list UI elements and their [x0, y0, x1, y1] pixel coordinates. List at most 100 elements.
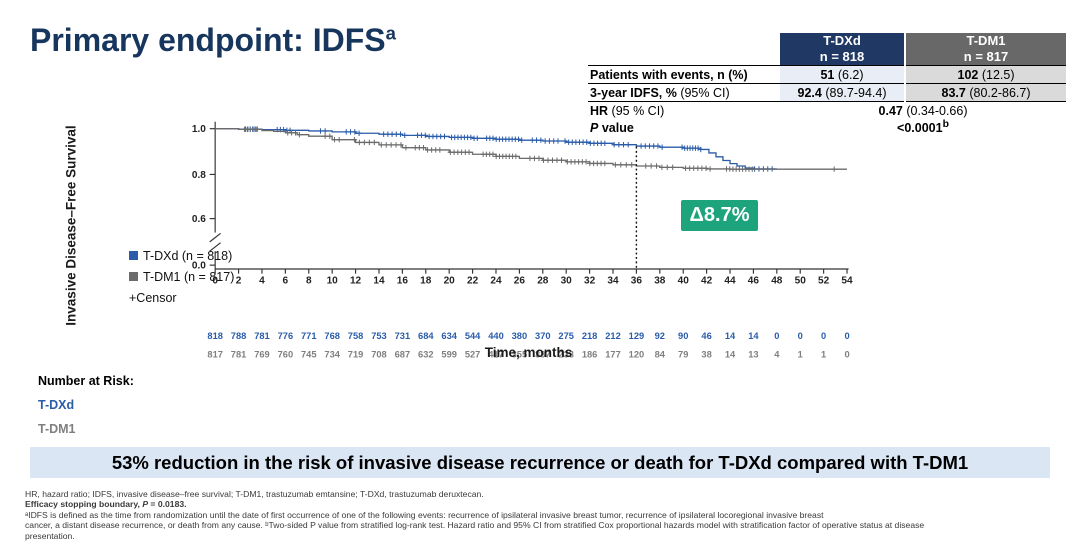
idfs-tdm1-ci: (80.2-86.7): [965, 85, 1031, 100]
risk-count: 186: [582, 349, 598, 359]
risk-count: 14: [725, 349, 736, 359]
x-tick-label: 40: [678, 276, 690, 287]
tdm1-name: T-DM1: [966, 33, 1006, 48]
idfs-row-label: 3-year IDFS, % (95% CI): [588, 83, 780, 102]
risk-count: 0: [844, 331, 849, 341]
risk-count: 38: [701, 349, 711, 359]
pvalue-label-rest: value: [598, 120, 634, 135]
x-tick-label: 36: [631, 276, 643, 287]
tdxd-column-header: T-DXd n = 818: [780, 33, 905, 66]
x-tick-label: 28: [537, 276, 549, 287]
footnote-stopping-boundary: Efficacy stopping boundary, P = 0.0183.: [25, 499, 1070, 509]
tdm1-column-header: T-DM1 n = 817: [904, 33, 1066, 66]
risk-count: 355: [512, 349, 528, 359]
risk-count: 79: [678, 349, 688, 359]
risk-count: 84: [655, 349, 666, 359]
idfs-tdm1-value: 83.7 (80.2-86.7): [904, 83, 1066, 102]
footnote-statistics: cancer, a distant disease recurrence, or…: [25, 520, 925, 531]
tdm1-legend-swatch: [129, 272, 138, 281]
legend-item-censor: +Censor: [129, 287, 234, 308]
risk-count: 719: [348, 349, 364, 359]
x-tick-label: 38: [654, 276, 666, 287]
hr-value-bold: 0.47: [878, 103, 903, 118]
legend-item-tdxd: T-DXd (n = 818): [129, 245, 234, 266]
events-tdm1-value: 102 (12.5): [904, 65, 1066, 84]
risk-count: 527: [465, 349, 481, 359]
events-tdxd-n: 51: [820, 67, 835, 82]
page-title-text: Primary endpoint: IDFS: [30, 22, 386, 58]
page-title: Primary endpoint: IDFSa: [30, 22, 396, 59]
x-tick-label: 30: [561, 276, 573, 287]
x-tick-label: 4: [259, 276, 265, 287]
risk-count: 599: [441, 349, 457, 359]
footnote2-p: P: [142, 499, 149, 510]
y-tick-label: 1.0: [192, 124, 206, 135]
risk-count: 337: [535, 349, 551, 359]
risk-count: 233: [558, 349, 574, 359]
table-row-hr: HR (95 % CI) 0.47 (0.34-0.66): [588, 102, 1066, 120]
pvalue-label-p: P: [590, 120, 599, 135]
footnote2-post: = 0.0183.: [148, 499, 187, 510]
delta-annotation: Δ8.7%: [681, 200, 758, 231]
x-tick-label: 22: [467, 276, 479, 287]
tdxd-n: n = 818: [819, 49, 865, 64]
risk-count: 92: [655, 331, 665, 341]
risk-count: 0: [821, 331, 826, 341]
axis-break-slash: [209, 242, 221, 252]
risk-count: 380: [512, 331, 528, 341]
events-tdxd-value: 51 (6.2): [780, 65, 905, 84]
x-axis-label: Time, months: [484, 345, 573, 360]
y-axis-label: Invasive Disease–Free Survival: [63, 125, 79, 326]
risk-count: 212: [605, 331, 621, 341]
events-label-bold: Patients with events, n (%): [590, 67, 748, 82]
x-tick-label: 54: [841, 276, 853, 287]
footnote-abbreviations: HR, hazard ratio; IDFS, invasive disease…: [25, 489, 484, 499]
x-tick-label: 18: [420, 276, 432, 287]
risk-count: 120: [629, 349, 645, 359]
x-tick-label: 12: [350, 276, 362, 287]
axis-break-slash: [209, 232, 221, 243]
conclusion-text: 53% reduction in the risk of invasive di…: [111, 451, 969, 473]
risk-count: 769: [254, 349, 270, 359]
number-at-risk-heading: Number at Risk:: [38, 374, 134, 388]
hr-row-label: HR (95 % CI): [588, 102, 780, 120]
events-tdm1-n: 102: [957, 67, 979, 82]
idfs-label-rest: (95% CI): [676, 85, 730, 100]
axes: 1.00.80.60.00 2 4 6 8 10 12 14 16 18 20 22 24 26 28 30 3…: [192, 121, 853, 287]
risk-count: 46: [701, 331, 711, 341]
risk-count: 760: [278, 349, 294, 359]
risk-count: 731: [395, 331, 411, 341]
x-tick-label: 32: [584, 276, 596, 287]
risk-count: 687: [395, 349, 411, 359]
idfs-tdm1-pct: 83.7: [941, 85, 966, 100]
risk-count: 544: [465, 331, 481, 341]
idfs-tdxd-value: 92.4 (89.7-94.4): [780, 83, 905, 102]
x-tick-label: 14: [373, 276, 385, 287]
risk-count: 781: [231, 349, 247, 359]
table-row-events: Patients with events, n (%) 51 (6.2) 102…: [588, 65, 1066, 84]
table-row-3yr-idfs: 3-year IDFS, % (95% CI) 92.4 (89.7-94.4)…: [588, 83, 1066, 102]
events-tdm1-pct: (12.5): [978, 67, 1015, 82]
risk-count: 0: [798, 331, 803, 341]
y-tick-label: 0.6: [192, 214, 206, 225]
risk-count: 684: [418, 331, 434, 341]
risk-count: 745: [301, 349, 317, 359]
x-tick-label: 16: [397, 276, 409, 287]
risk-count: 90: [678, 331, 688, 341]
risk-count: 708: [371, 349, 387, 359]
table-row-pvalue: P value <0.0001b: [588, 119, 1066, 136]
header-spacer: [588, 33, 780, 66]
footnote-idfs-definition: ᵃIDFS is defined as the time from random…: [25, 509, 824, 520]
tdm1-n: n = 817: [963, 49, 1009, 64]
risk-count: 1: [821, 349, 826, 359]
risk-count: 781: [254, 331, 270, 341]
x-tick-label: 52: [818, 276, 830, 287]
plot-legend: T-DXd (n = 818) T-DM1 (n = 817) +Censor: [129, 245, 234, 308]
footnotes: HR, hazard ratio; IDFS, invasive disease…: [25, 489, 1070, 541]
risk-count: 129: [629, 331, 645, 341]
x-tick-label: 34: [607, 276, 619, 287]
risk-count: 817: [207, 349, 223, 359]
footnote2-pre: Efficacy stopping boundary,: [25, 499, 143, 510]
risk-row-t-dm1: 817 781 769 760 745 734 719 708 687 632 599 527 417 3…: [207, 349, 849, 359]
risk-count: 753: [371, 331, 387, 341]
